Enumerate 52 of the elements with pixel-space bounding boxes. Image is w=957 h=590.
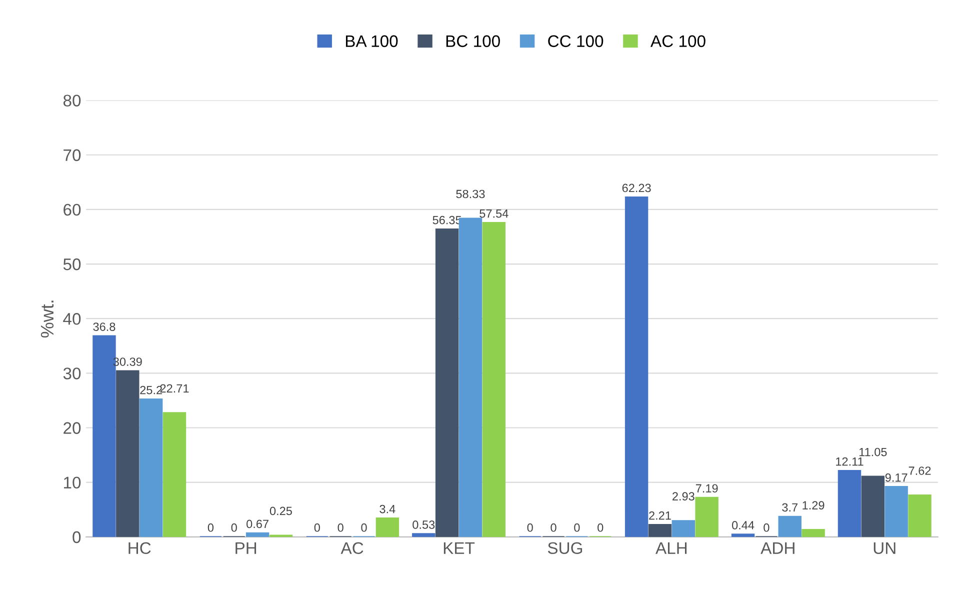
legend-label: BC 100 [446,35,500,48]
x-tick-label: PH [236,542,256,554]
data-label: 2.21 [649,511,671,520]
data-label: 62.23 [622,184,651,192]
y-tick-label: 10 [64,476,81,489]
x-tick-label: SUG [548,542,582,554]
x-tick-label: UN [874,542,896,554]
data-label: 3.4 [380,504,396,514]
y-tick-label: 80 [63,94,81,107]
data-label: 0 [550,523,556,532]
data-label: 0 [208,523,214,532]
data-label: 7.19 [696,484,718,493]
data-label: 0 [764,523,770,532]
legend-label: CC 100 [548,35,604,48]
data-label: 25.2 [140,386,162,394]
data-label: 0.25 [270,506,292,516]
data-label: 0 [574,523,580,532]
x-tick-label: ALH [656,542,687,554]
data-label: 0 [527,523,533,532]
y-tick-label: 0 [72,531,81,544]
x-tick-label: HC [128,542,151,554]
x-tick-label: ADH [760,542,794,554]
y-tick-label: 50 [63,258,81,270]
y-axis-title: %wt. [40,300,54,338]
data-label: 2.93 [672,492,694,501]
data-label: 12.11 [836,457,864,466]
data-label: 1.29 [802,501,824,510]
data-label: 0.67 [246,520,268,528]
legend-label: BA 100 [346,35,398,48]
data-label: 58.33 [456,190,485,198]
data-label: 0.44 [732,521,754,530]
data-label: 22.71 [160,384,189,392]
y-tick-label: 60 [64,204,81,216]
data-label: 57.54 [480,210,508,218]
data-label: 0 [598,523,604,532]
y-tick-label: 30 [63,368,81,380]
data-label: 0 [231,523,237,532]
y-tick-label: 40 [63,313,81,325]
x-tick-label: KET [444,542,475,554]
y-tick-label: 70 [64,149,81,162]
data-label: 0.53 [412,520,435,529]
data-label: 36.8 [93,322,116,331]
data-label: 11.05 [859,448,887,456]
data-label: 0 [338,523,344,532]
y-tick-label: 20 [64,422,81,434]
data-label: 3.7 [782,503,798,512]
data-label: 9.17 [885,473,908,482]
data-label: 7.62 [908,466,931,475]
legend-label: AC 100 [650,35,706,48]
data-label: 0 [361,523,367,532]
x-tick-label: AC [340,542,364,554]
data-label: 0 [314,523,320,532]
